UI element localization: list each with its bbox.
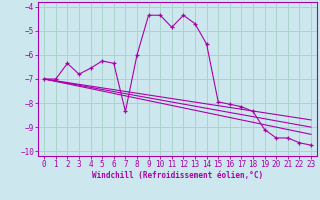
- X-axis label: Windchill (Refroidissement éolien,°C): Windchill (Refroidissement éolien,°C): [92, 171, 263, 180]
